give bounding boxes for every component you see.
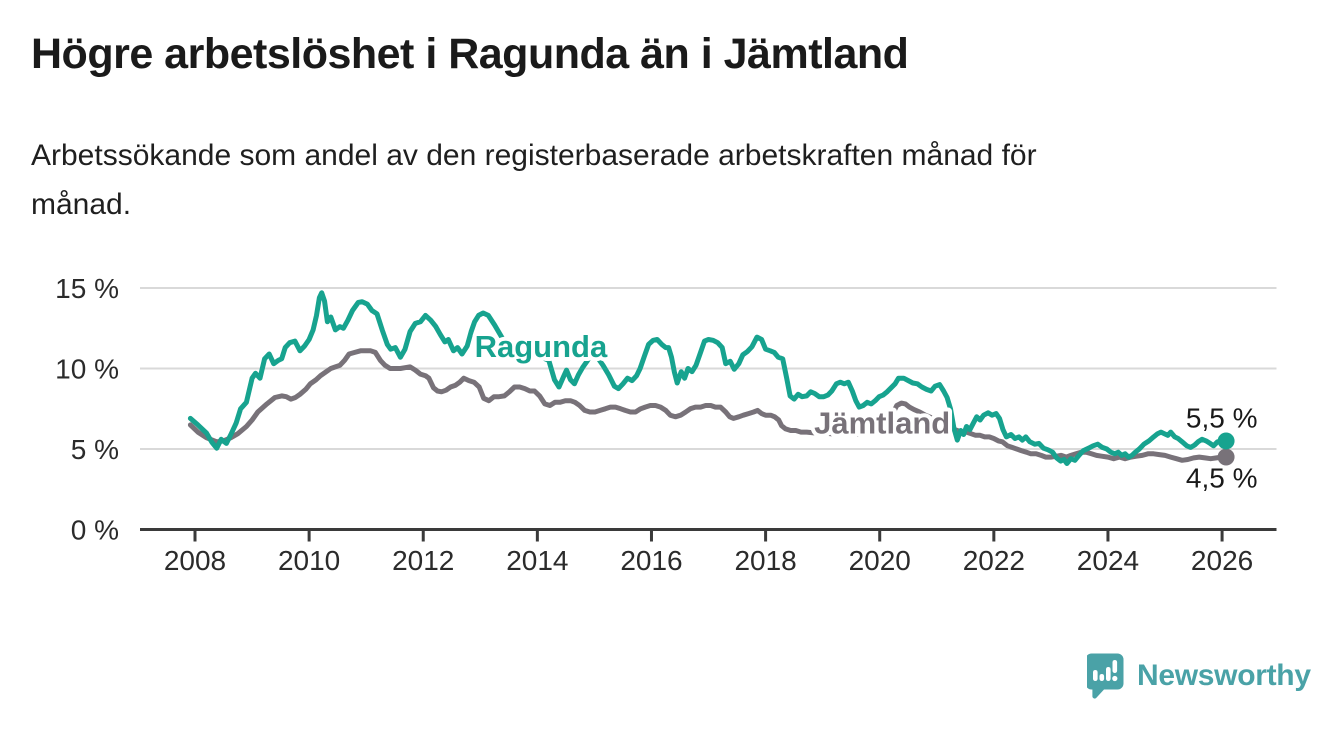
series-line-ragunda [187,290,1229,466]
annotation-label: Ragunda [475,329,608,364]
annotation-label: 4,5 % [1186,462,1258,493]
end-dot-jämtland [1217,448,1235,466]
newsworthy-logo-icon [1087,653,1124,699]
x-axis-label: 2026 [1191,545,1253,576]
newsworthy-logo-text: Newsworthy [1137,659,1311,692]
logo-bar-3 [1106,667,1111,681]
logo-bar-1 [1093,670,1098,681]
end-dot-ragunda [1217,432,1235,450]
y-axis-label: 0 % [71,515,119,546]
x-axis-label: 2010 [278,545,340,576]
logo-exclamation-dot [1112,675,1118,682]
x-axis-label: 2008 [164,545,226,576]
logo-exclamation-bar [1112,660,1118,673]
chart-subtitle: Arbetssökande som andel av den registerb… [31,139,1037,221]
x-axis-label: 2022 [963,545,1025,576]
x-axis-label: 2016 [620,545,682,576]
chart-title: Högre arbetslöshet i Ragunda än i Jämtla… [31,30,909,78]
x-axis-label: 2012 [392,545,454,576]
y-axis-label: 15 % [55,273,119,304]
annotation-label: Jämtland [814,406,950,441]
x-axis-label: 2024 [1077,545,1139,576]
logo-bar-2 [1099,674,1105,681]
series-line-jämtland [187,348,1229,463]
x-axis-label: 2014 [506,545,568,576]
annotation-label: 5,5 % [1186,402,1258,433]
y-axis-label: 5 % [71,434,119,465]
newsworthy-branding: Newsworthy [1087,653,1311,699]
x-axis-label: 2020 [849,545,911,576]
x-axis-label: 2018 [734,545,796,576]
y-axis-label: 10 % [55,354,119,385]
